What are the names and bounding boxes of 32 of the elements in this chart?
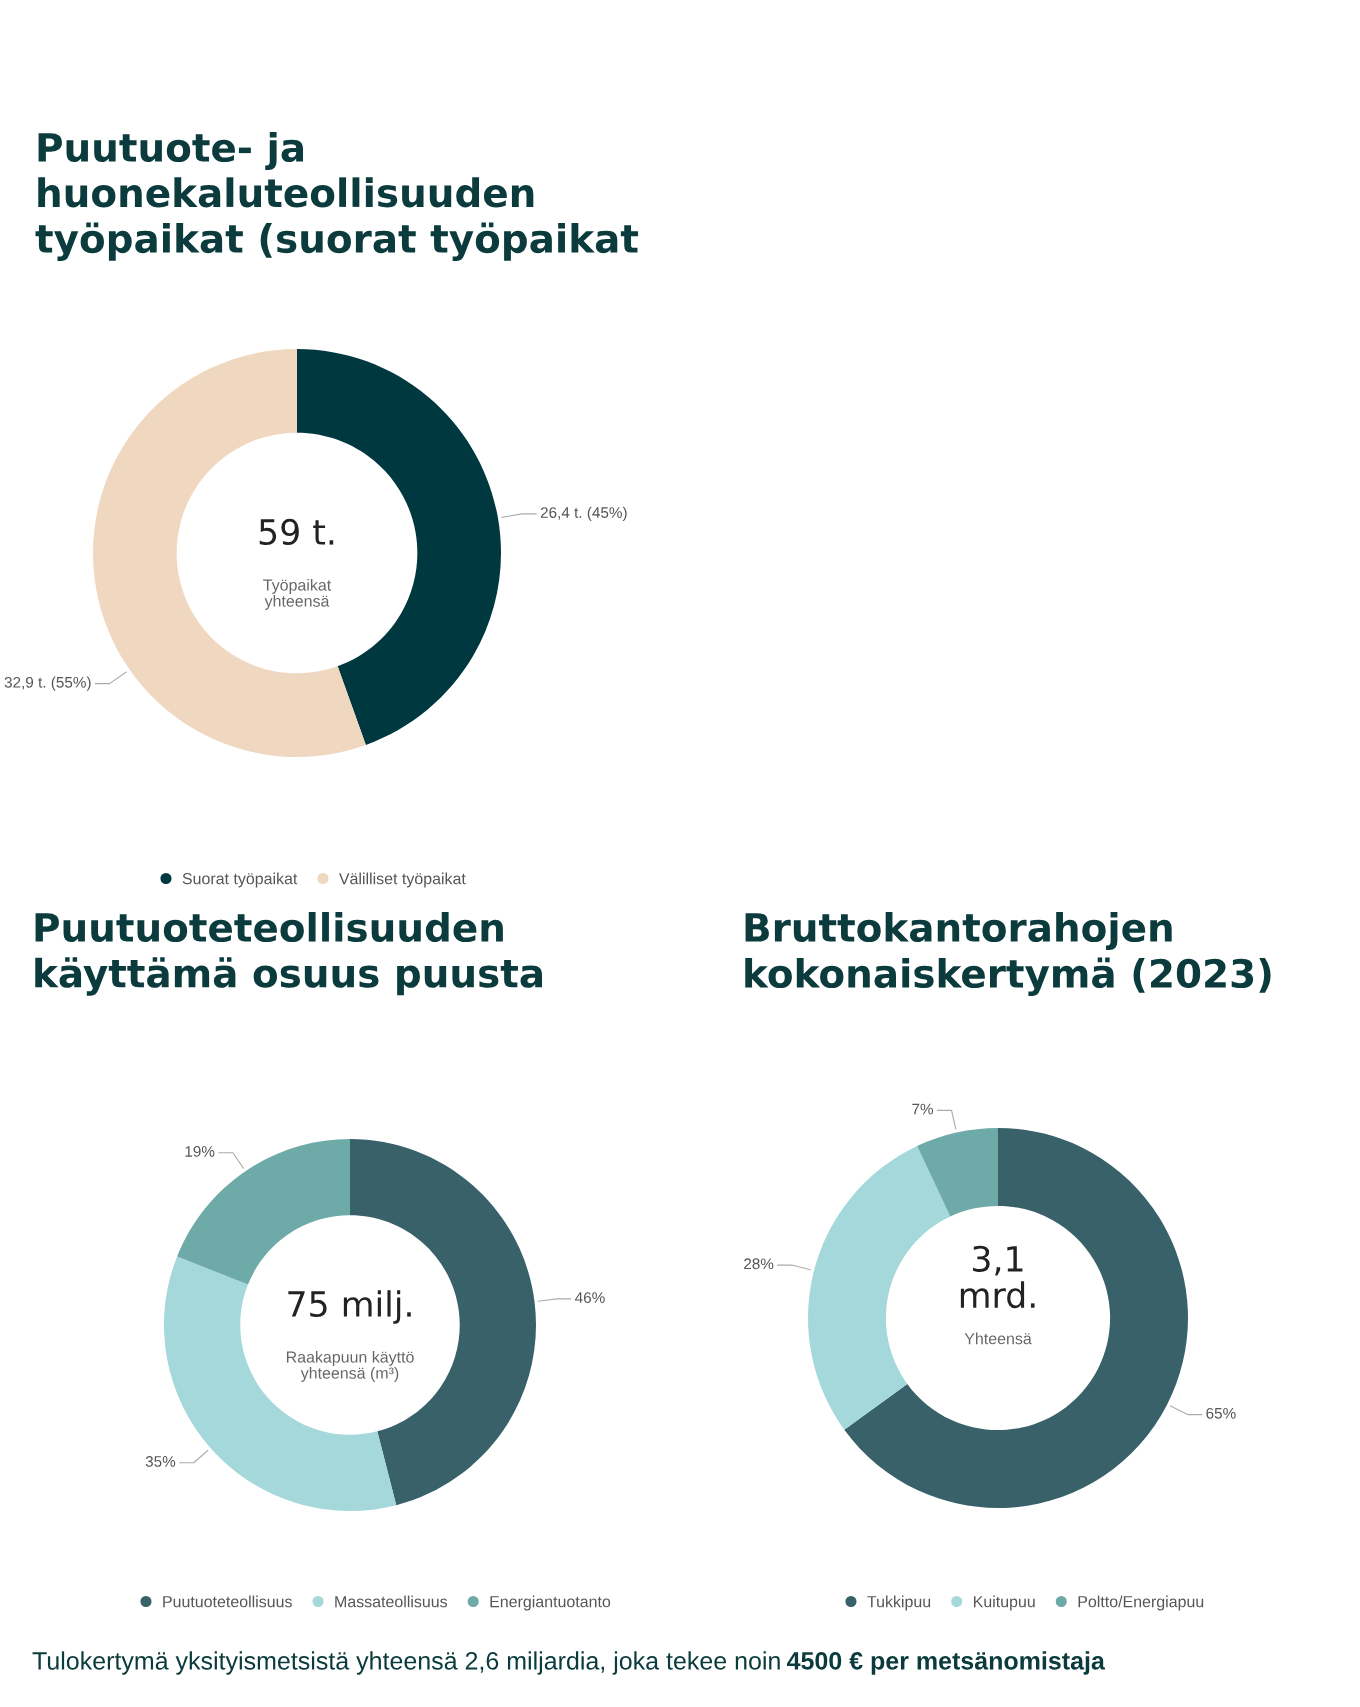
- donut-slice: [917, 1128, 998, 1217]
- text: Työpaikat yhteensä: [263, 579, 332, 610]
- legend-label: Välilliset työpaikat: [338, 872, 466, 888]
- chart-title: Bruttokantorahojen kokonaiskertymä (2023): [745, 912, 1271, 996]
- legend-label: Energiantuotanto: [490, 1595, 611, 1611]
- text: 75 milj.: [288, 1290, 411, 1324]
- legend-label: Massateollisuus: [335, 1595, 448, 1608]
- text: 4500 € per metsänomistaja: [787, 1651, 1106, 1675]
- data-label: 26,4 t. (45%): [540, 506, 627, 521]
- data-label: 32,9 t. (55%): [4, 676, 91, 691]
- legend-label: Poltto/Energiapuu: [1078, 1595, 1204, 1611]
- data-label: 19%: [185, 1145, 215, 1157]
- donut-slice: [808, 1146, 951, 1430]
- donut-slice: [93, 349, 366, 757]
- donut-slice: [844, 1128, 1188, 1508]
- text: Tulokertymä yksityismetsistä yhteensä 2,6 miljardia, joka tekee noin: [32, 1651, 780, 1675]
- legend-label: Kuitupuu: [973, 1595, 1035, 1611]
- data-label: 46%: [575, 1292, 605, 1303]
- data-label: 28%: [744, 1258, 774, 1270]
- chart-title: Puutuote- ja huonekaluteollisuuden työpaikat (suorat työpaikat: [35, 132, 639, 261]
- data-label: 7%: [912, 1103, 934, 1115]
- text: 3,1 mrd.: [960, 1245, 1035, 1309]
- legend-label: Puutuoteteollisuus: [163, 1595, 292, 1608]
- legend-label: Suorat työpaikat: [182, 872, 298, 888]
- data-label: 65%: [1206, 1407, 1236, 1419]
- text: Yhteensä: [964, 1332, 1032, 1345]
- legend-label: Tukkipuu: [867, 1595, 931, 1611]
- text: Raakapuun käyttö yhteensä (m³): [286, 1351, 414, 1382]
- donut-slice: [177, 1139, 350, 1285]
- data-label: 35%: [145, 1456, 176, 1467]
- chart-title: Puutuoteteollisuuden käyttämä osuus puusta: [35, 912, 543, 996]
- text: 59 t.: [259, 518, 334, 546]
